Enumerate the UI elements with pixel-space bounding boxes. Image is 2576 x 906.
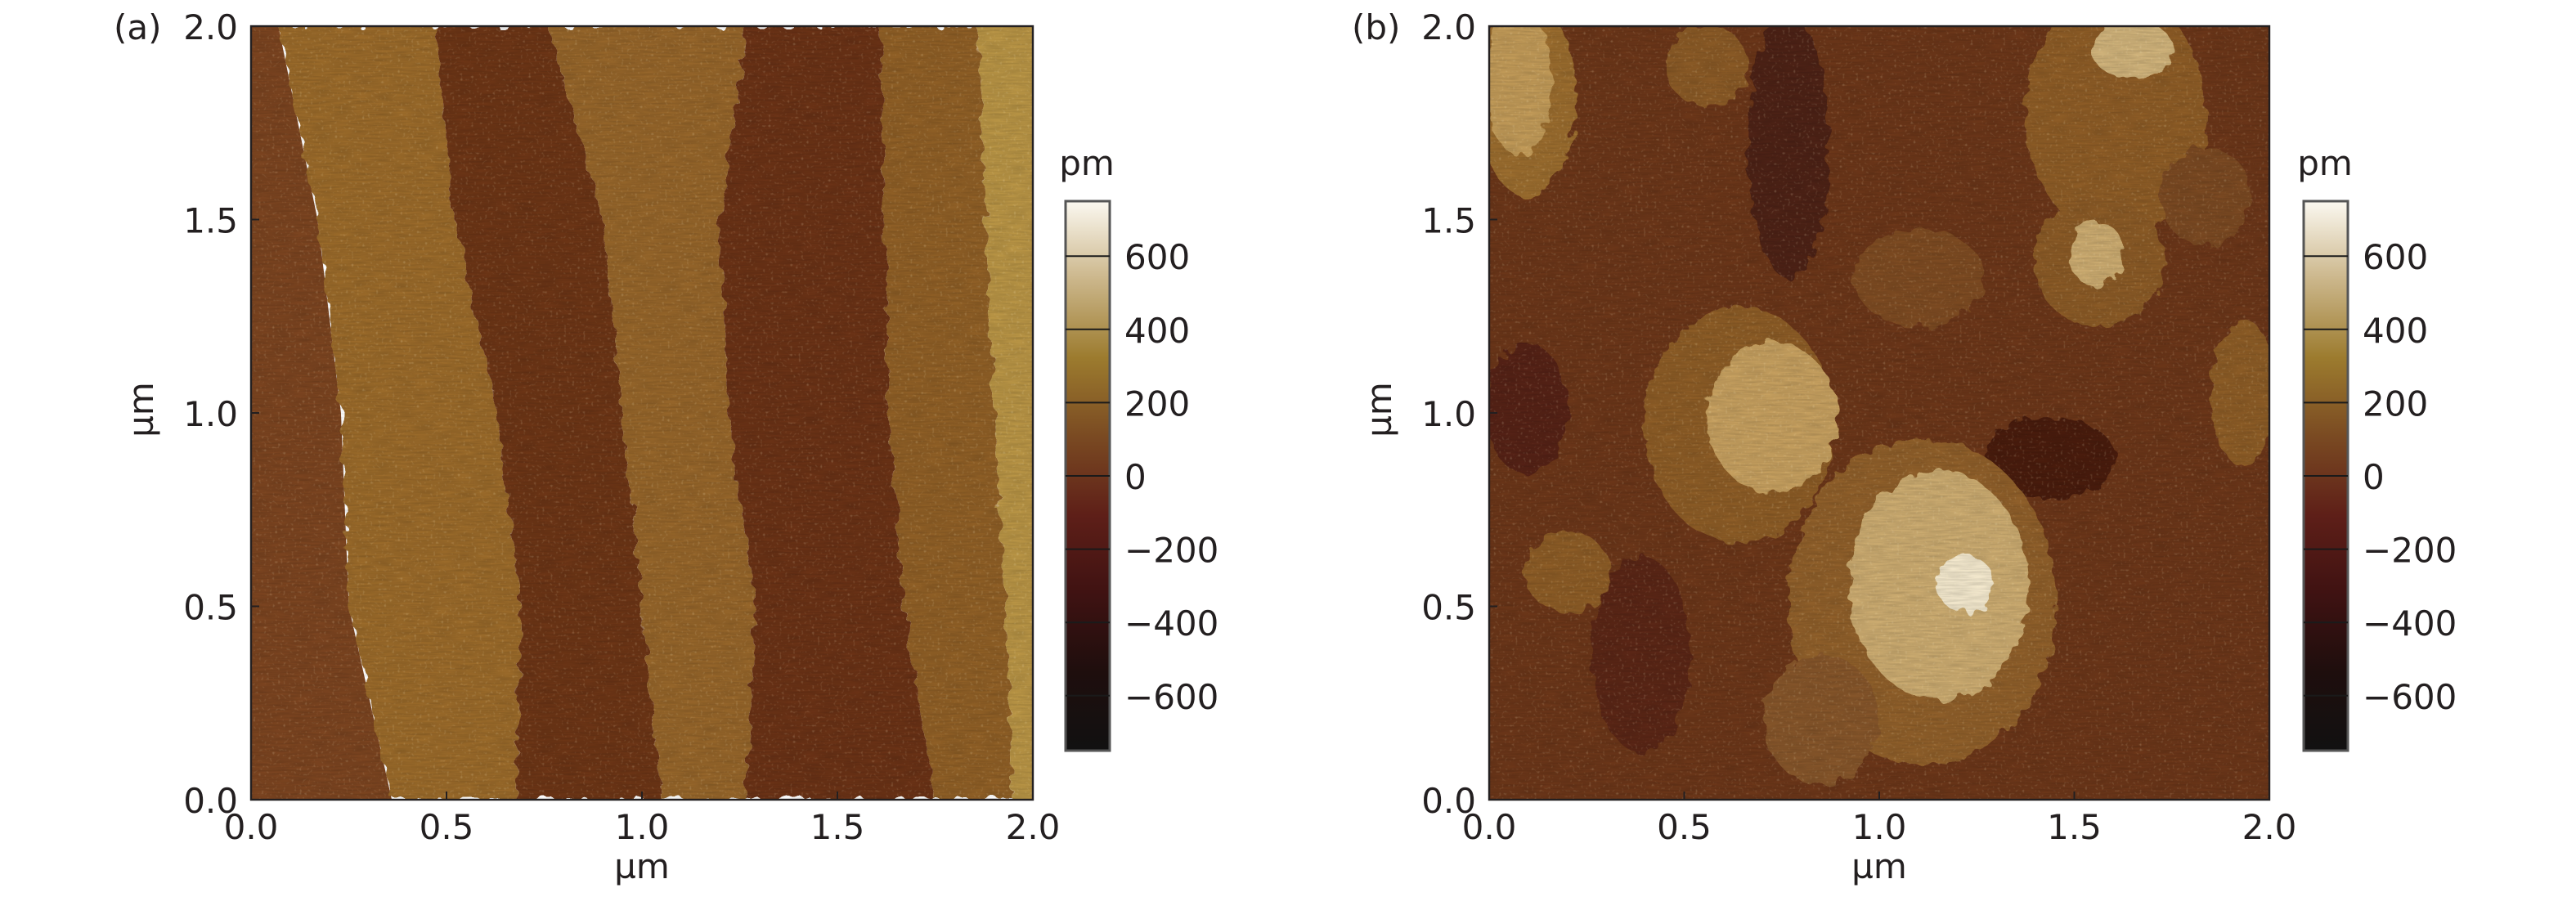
x-tick-label: 1.0 (1852, 807, 1907, 847)
colorbar-tick-label: −600 (1124, 677, 1218, 717)
x-tick-label: 0.5 (420, 807, 474, 847)
panel-b: 0.0 0.5 1.0 1.5 2.0 0.0 0.5 1.0 1.5 2.0 µm µm (b) pm 6… (1352, 7, 2457, 886)
particle-noise (251, 26, 1033, 800)
x-axis-label: µm (1851, 846, 1907, 886)
panel-a: 0.0 0.5 1.0 1.5 2.0 0.0 0.5 1.0 1.5 2.0 µm µm (a) pm 6… (114, 7, 1218, 886)
colorbar-unit: pm (1059, 143, 1115, 183)
y-tick-label: 1.0 (1421, 394, 1476, 434)
colorbar-tick-label: 400 (2363, 311, 2428, 351)
colorbar-unit: pm (2297, 143, 2353, 183)
x-tick-label: 1.5 (810, 807, 865, 847)
x-tick-label: 1.0 (615, 807, 670, 847)
colorbar-tick-label: −600 (2363, 677, 2457, 717)
x-tick-label: 0.5 (1657, 807, 1712, 847)
x-tick-label: 0.0 (1462, 807, 1517, 847)
panel-label: (b) (1352, 7, 1400, 47)
colorbar-tick-label: 600 (2363, 237, 2428, 277)
colorbar-tick-label: 200 (1124, 383, 1190, 424)
colorbar-tick-label: 400 (1124, 311, 1190, 351)
y-axis-label: µm (121, 382, 161, 437)
y-tick-label: 0.0 (1421, 781, 1476, 821)
colorbar: pm 600 400 200 0 −200 −400 −600 (2297, 143, 2457, 752)
y-tick-label: 2.0 (1421, 7, 1476, 47)
colorbar-tick-label: 0 (2363, 457, 2385, 497)
colorbar-tick-label: −200 (2363, 531, 2457, 571)
colorbar-tick-label: 0 (1124, 457, 1147, 497)
x-tick-label: 2.0 (2242, 807, 2297, 847)
x-tick-label: 1.5 (2047, 807, 2102, 847)
colorbar-tick-label: 200 (2363, 383, 2428, 424)
y-tick-label: 0.5 (1421, 588, 1476, 628)
colorbar: pm 600 400 200 0 −200 −400 −600 (1059, 143, 1218, 752)
colorbar-tick-label: 600 (1124, 237, 1190, 277)
x-tick-label: 0.0 (224, 807, 279, 847)
y-tick-label: 2.0 (183, 7, 238, 47)
afm-height-map (251, 26, 1033, 800)
x-tick-label: 2.0 (1006, 807, 1061, 847)
y-tick-label: 1.5 (183, 201, 238, 241)
panel-label: (a) (114, 7, 162, 47)
y-tick-label: 0.0 (183, 781, 238, 821)
colorbar-tick-label: −400 (2363, 603, 2457, 644)
y-tick-label: 1.0 (183, 394, 238, 434)
x-axis-label: µm (614, 846, 670, 886)
y-axis-label: µm (1359, 382, 1399, 437)
colorbar-tick-label: −400 (1124, 603, 1218, 644)
y-tick-label: 1.5 (1421, 201, 1476, 241)
afm-height-map (1489, 26, 2269, 800)
colorbar-tick-label: −200 (1124, 531, 1218, 571)
particle-noise (1489, 26, 2269, 800)
y-tick-label: 0.5 (183, 588, 238, 628)
